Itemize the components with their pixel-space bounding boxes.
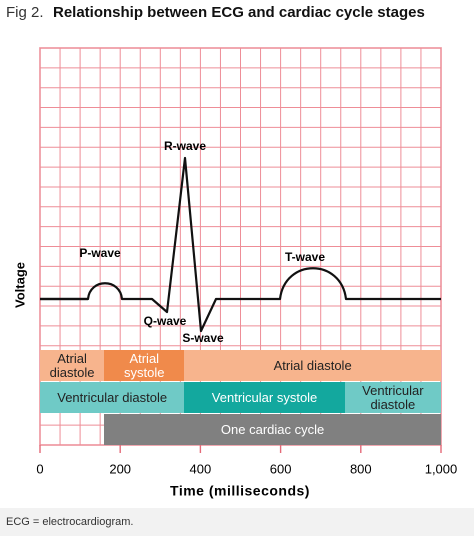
x-tick-label: 0	[36, 461, 43, 476]
phase-label: Ventricular systole	[211, 389, 318, 405]
wave-label: T-wave	[285, 250, 325, 264]
phase-block: One cardiac cycle	[104, 414, 441, 445]
x-tick-label: 400	[190, 461, 212, 476]
x-tick-label: 800	[350, 461, 372, 476]
phase-block: Ventricular diastole	[40, 382, 185, 413]
phase-block: Atrial diastole	[184, 350, 441, 381]
wave-label: P-wave	[79, 246, 121, 260]
phase-label: Ventricular diastole	[362, 382, 424, 412]
wave-label: R-wave	[164, 139, 206, 153]
x-tick-label: 1,000	[425, 461, 458, 476]
x-tick-label: 200	[109, 461, 131, 476]
phase-block: Ventricular diastole	[344, 382, 441, 413]
x-axis-label: Time (milliseconds)	[170, 483, 310, 499]
footnote: ECG = electrocardiogram.	[6, 516, 133, 528]
phase-label: Atrial diastole	[49, 350, 95, 380]
phase-block: Atrial diastole	[40, 350, 105, 381]
wave-label: Q-wave	[144, 314, 187, 328]
wave-label: S-wave	[182, 331, 224, 345]
chart-title: Relationship between ECG and cardiac cyc…	[53, 4, 425, 21]
figure-number: Fig 2.	[6, 4, 44, 21]
x-tick-label: 600	[270, 461, 292, 476]
phase-label: Atrial diastole	[273, 357, 352, 373]
ecg-trace	[40, 156, 441, 333]
phase-label: Ventricular diastole	[57, 389, 168, 405]
phase-block: Atrial systole	[104, 350, 185, 381]
footer-band	[0, 508, 474, 536]
y-axis-label: Voltage	[12, 262, 27, 308]
phase-block: Ventricular systole	[184, 382, 345, 413]
phase-label: One cardiac cycle	[220, 421, 325, 437]
phase-label: Atrial systole	[124, 350, 165, 380]
